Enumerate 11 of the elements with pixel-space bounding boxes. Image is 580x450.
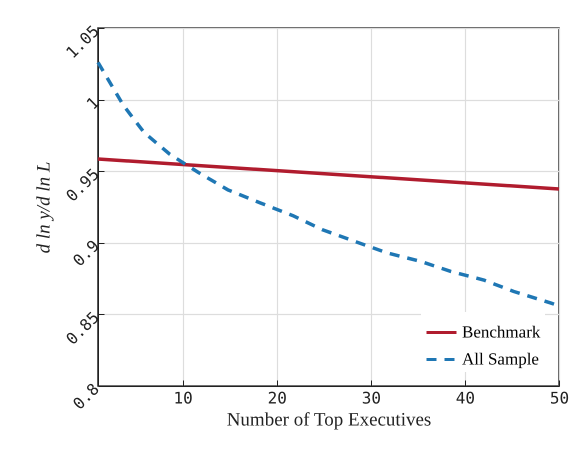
- x-tick-label: 20: [268, 388, 287, 408]
- y-tick-label: 0.8: [68, 379, 103, 414]
- legend-label: Benchmark: [462, 322, 541, 342]
- x-tick-label: 50: [550, 388, 570, 408]
- x-tick-label: 10: [174, 388, 193, 408]
- y-axis-title: d ln y/d ln L: [34, 162, 55, 254]
- x-axis-title: Number of Top Executives: [226, 410, 432, 430]
- y-tick-label: 0.9: [68, 236, 103, 270]
- x-tick-label: 40: [456, 388, 476, 408]
- x-tick-label: 30: [362, 388, 381, 408]
- legend-label: All Sample: [462, 350, 539, 368]
